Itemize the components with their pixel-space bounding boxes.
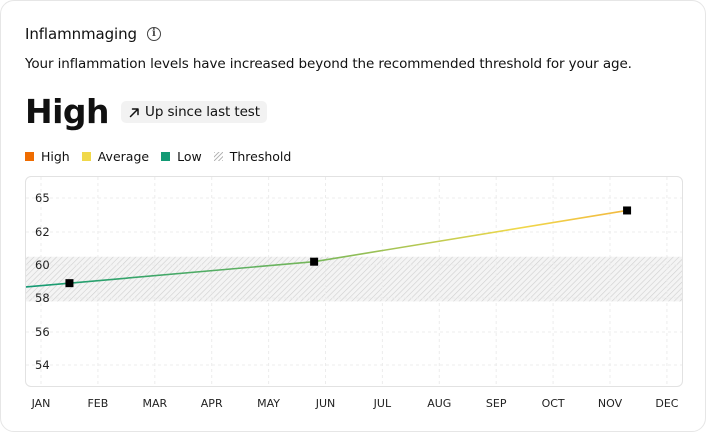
x-tick-label: JAN <box>31 397 51 410</box>
x-tick-label: DEC <box>655 397 678 410</box>
status-row: High Up since last test <box>25 93 267 131</box>
legend-swatch-threshold <box>213 152 223 161</box>
x-tick-label: MAY <box>257 397 280 410</box>
legend-item-average: Average <box>81 149 150 164</box>
x-tick-label: AUG <box>427 397 451 410</box>
legend-item-threshold: Threshold <box>213 149 292 164</box>
trend-label: Up since last test <box>145 104 260 120</box>
x-tick-label: SEP <box>486 397 507 410</box>
legend-label-threshold: Threshold <box>229 149 292 164</box>
trend-badge: Up since last test <box>121 101 267 123</box>
card-header: Inflamnmaging i <box>25 25 161 43</box>
legend-item-low: Low <box>161 149 202 164</box>
card-title: Inflamnmaging <box>25 25 137 43</box>
legend-item-high: High <box>25 149 70 164</box>
x-tick-label: FEB <box>87 397 108 410</box>
x-tick-label: APR <box>201 397 223 410</box>
x-tick-label: JUL <box>373 397 392 410</box>
legend-label-high: High <box>41 149 70 164</box>
legend-label-average: Average <box>97 149 150 164</box>
chart-legend: High Average Low Threshold <box>25 149 291 164</box>
legend-swatch-high <box>25 152 34 161</box>
legend-swatch-low <box>161 152 171 161</box>
legend-label-low: Low <box>177 149 202 164</box>
x-tick-label: NOV <box>598 397 623 410</box>
card-description: Your inflammation levels have increased … <box>25 56 632 72</box>
info-icon[interactable]: i <box>146 27 161 41</box>
legend-swatch-average <box>81 152 91 161</box>
chart-area <box>25 176 683 387</box>
x-tick-label: MAR <box>142 397 167 410</box>
x-tick-label: OCT <box>542 397 565 410</box>
status-level: High <box>25 92 110 131</box>
arrow-up-right-icon <box>129 107 139 117</box>
x-tick-label: JUN <box>315 397 336 410</box>
